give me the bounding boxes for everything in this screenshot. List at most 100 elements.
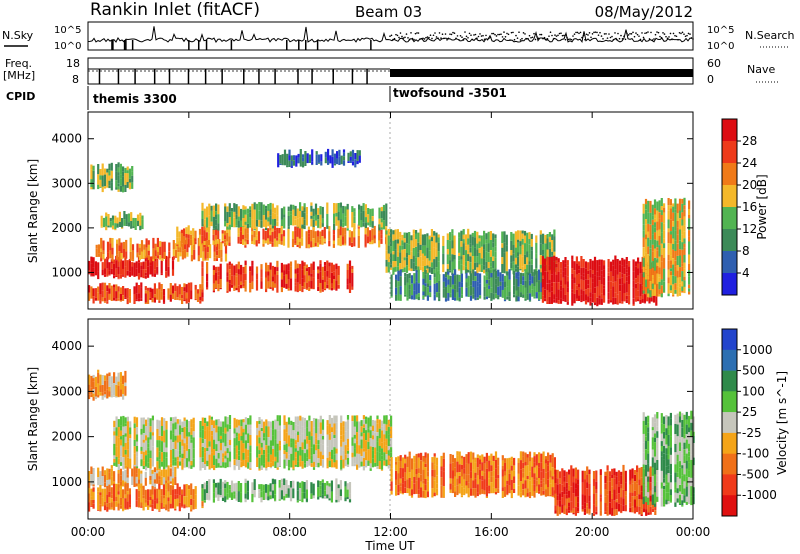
echo-cell [681, 505, 684, 507]
echo-cell [587, 279, 590, 285]
echo-cell [312, 454, 316, 462]
echo-cell [246, 227, 249, 229]
echo-cell [294, 273, 297, 279]
echo-cell [618, 264, 622, 273]
echo-cell [458, 492, 461, 494]
echo-cell [515, 278, 518, 291]
echo-cell [526, 243, 529, 252]
echo-cell [202, 251, 205, 261]
echo-cell [503, 462, 507, 472]
echo-cell [276, 240, 279, 247]
echo-cell [583, 512, 586, 515]
echo-cell [299, 155, 302, 167]
echo-cell [369, 446, 372, 452]
echo-cell [299, 446, 302, 456]
echo-cell [244, 226, 247, 239]
echo-cell [378, 461, 381, 470]
echo-cell [544, 279, 547, 290]
echo-cell [681, 256, 684, 264]
nsearch-point [417, 32, 420, 34]
echo-cell [237, 216, 240, 221]
echo-cell [446, 233, 449, 240]
echo-cell [625, 281, 628, 293]
echo-cell [178, 486, 181, 496]
echo-cell [244, 225, 247, 229]
echo-cell [385, 259, 388, 267]
echo-cell [301, 461, 304, 469]
nsearch-point [488, 37, 490, 39]
echo-cell [246, 480, 249, 492]
echo-cell [390, 296, 393, 298]
echo-cell [221, 481, 225, 489]
echo-cell [246, 224, 249, 228]
echo-cell [489, 256, 492, 263]
echo-cell [550, 286, 553, 292]
echo-cell [307, 233, 310, 237]
echo-cell [674, 414, 677, 421]
echo-cell [113, 427, 116, 432]
echo-cell [296, 500, 299, 503]
echo-cell [296, 208, 299, 216]
echo-cell [521, 244, 524, 250]
nsearch-point [452, 31, 454, 34]
echo-cell [426, 453, 429, 460]
echo-cell [688, 291, 691, 295]
echo-cell [306, 153, 309, 160]
echo-cell [351, 161, 355, 166]
echo-cell [283, 496, 286, 501]
nsearch-point [491, 32, 493, 35]
echo-cell [287, 446, 291, 455]
echo-cell [190, 460, 193, 466]
echo-cell [328, 226, 331, 232]
echo-cell [101, 466, 104, 476]
echo-cell [395, 457, 398, 462]
echo-cell [681, 447, 684, 454]
echo-cell [135, 434, 139, 442]
nsearch-point [453, 32, 456, 35]
echo-cell [224, 253, 228, 262]
echo-cell [365, 419, 368, 424]
nsearch-point [441, 33, 444, 36]
echo-cell [314, 231, 317, 244]
echo-cell [342, 459, 345, 468]
echo-cell [289, 487, 293, 499]
echo-cell [208, 419, 211, 431]
echo-cell [267, 243, 270, 245]
echo-cell [210, 442, 213, 453]
echo-cell [548, 248, 551, 259]
nsearch-point [533, 32, 535, 35]
echo-cell [628, 266, 631, 276]
echo-cell [276, 451, 279, 463]
echo-cell [485, 474, 488, 487]
echo-cell [246, 213, 249, 224]
echo-cell [122, 446, 125, 458]
echo-cell [145, 435, 148, 441]
echo-cell [301, 426, 304, 434]
echo-cell [634, 266, 637, 270]
echo-cell [226, 481, 229, 494]
echo-cell [310, 218, 313, 227]
echo-cell [251, 203, 254, 211]
echo-cell [117, 427, 120, 438]
echo-cell [119, 497, 122, 506]
echo-cell [137, 468, 141, 480]
echo-cell [260, 497, 263, 501]
echo-cell [315, 154, 318, 165]
nsearch-point [582, 34, 585, 37]
nsearch-point [648, 38, 651, 40]
echo-cell [276, 415, 279, 422]
echo-cell [156, 266, 159, 274]
echo-cell [595, 506, 598, 512]
echo-cell [249, 212, 252, 218]
echo-cell [185, 436, 188, 445]
echo-cell [108, 491, 111, 497]
echo-cell [346, 228, 349, 231]
echo-cell [97, 395, 100, 398]
echo-cell [629, 484, 632, 493]
echo-cell [636, 506, 639, 513]
echo-cell [474, 289, 477, 298]
echo-cell [672, 284, 675, 295]
echo-cell [678, 210, 682, 215]
echo-cell [463, 473, 466, 480]
echo-cell [181, 439, 184, 446]
